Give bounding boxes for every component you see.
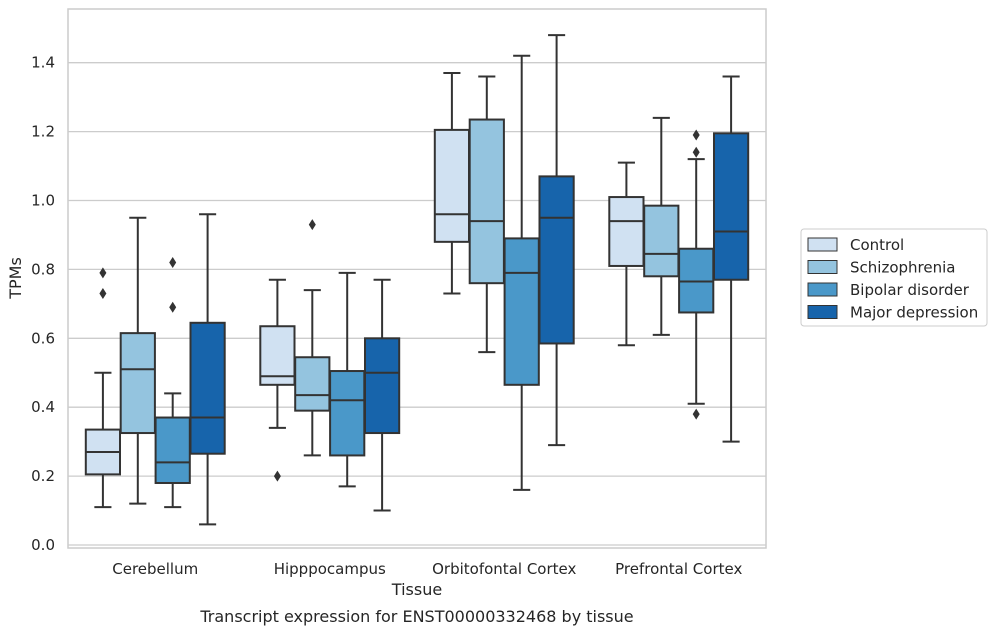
y-tick-label: 0.4 [31,398,55,416]
legend-swatch [807,260,838,274]
outlier-point [99,288,107,300]
y-tick-labels: 0.0 0.2 0.4 0.6 0.8 1.0 1.2 1.4 [31,54,55,554]
box-iqr [259,325,296,386]
outlier-point [273,470,281,482]
outlier-point [692,129,700,141]
box-major-depression [189,213,226,526]
box-iqr [643,204,680,278]
box-schizophrenia [643,116,680,336]
legend-swatch [807,282,838,297]
legend-swatch [807,305,838,319]
box-control [433,72,471,295]
box-iqr [189,321,226,455]
box-iqr [503,237,540,386]
box-iqr [608,196,645,267]
x-tick-label: Cerebellum [112,560,198,578]
legend-label: Control [850,236,904,254]
outlier-point [692,408,700,420]
y-tick-label: 0.6 [31,329,55,347]
box-bipolar-disorder [678,129,715,420]
plot-frame [67,8,767,549]
legend-swatch [807,237,838,252]
legend: Control Schizophrenia Bipolar disorder Majo… [800,228,988,327]
y-tick-label: 0.8 [31,260,55,278]
chart-caption: Transcript expression for ENST0000033246… [199,607,633,626]
x-tick-labels: Cerebellum Hipppocampus Orbitofontal Corte… [112,560,742,578]
box-iqr [329,370,366,457]
box-schizophrenia [119,216,156,505]
box-iqr [119,332,156,435]
legend-label: Schizophrenia [850,259,955,277]
legend-label: Bipolar disorder [850,281,970,299]
box-iqr [468,118,505,285]
legend-frame [800,228,988,327]
y-tick-label: 0.0 [31,536,55,554]
box-major-depression [538,34,575,447]
outlier-point [99,267,107,279]
y-axis-label: TPMs [6,257,25,300]
box-bipolar-disorder [154,257,191,509]
box-control [608,161,645,347]
box-iqr [294,356,331,412]
x-tick-label: Prefrontal Cortex [615,560,742,578]
box-control [259,278,296,482]
x-axis-label: Tissue [391,580,442,599]
legend-label: Major depression [850,304,978,322]
x-tick-label: Orbitofontal Cortex [432,560,576,578]
box-iqr [712,132,750,281]
box-iqr [433,128,471,243]
y-tick-label: 0.2 [31,467,55,485]
box-iqr [538,175,575,345]
box-control [84,267,122,509]
y-tick-label: 1.0 [31,192,55,210]
outlier-point [308,219,316,231]
box-iqr [154,416,191,484]
box-major-depression [712,75,750,443]
outlier-point [692,146,700,158]
box-major-depression [363,278,401,512]
legend-items: Control Schizophrenia Bipolar disorder Majo… [807,236,978,322]
outlier-point [169,301,177,313]
box-bipolar-disorder [503,54,540,491]
box-series-group [84,34,750,526]
x-tick-label: Hipppocampus [274,560,386,578]
y-tick-label: 1.2 [31,123,55,141]
outlier-point [169,257,177,269]
box-schizophrenia [468,75,505,354]
y-tick-label: 1.4 [31,54,55,72]
box-iqr [363,337,401,435]
